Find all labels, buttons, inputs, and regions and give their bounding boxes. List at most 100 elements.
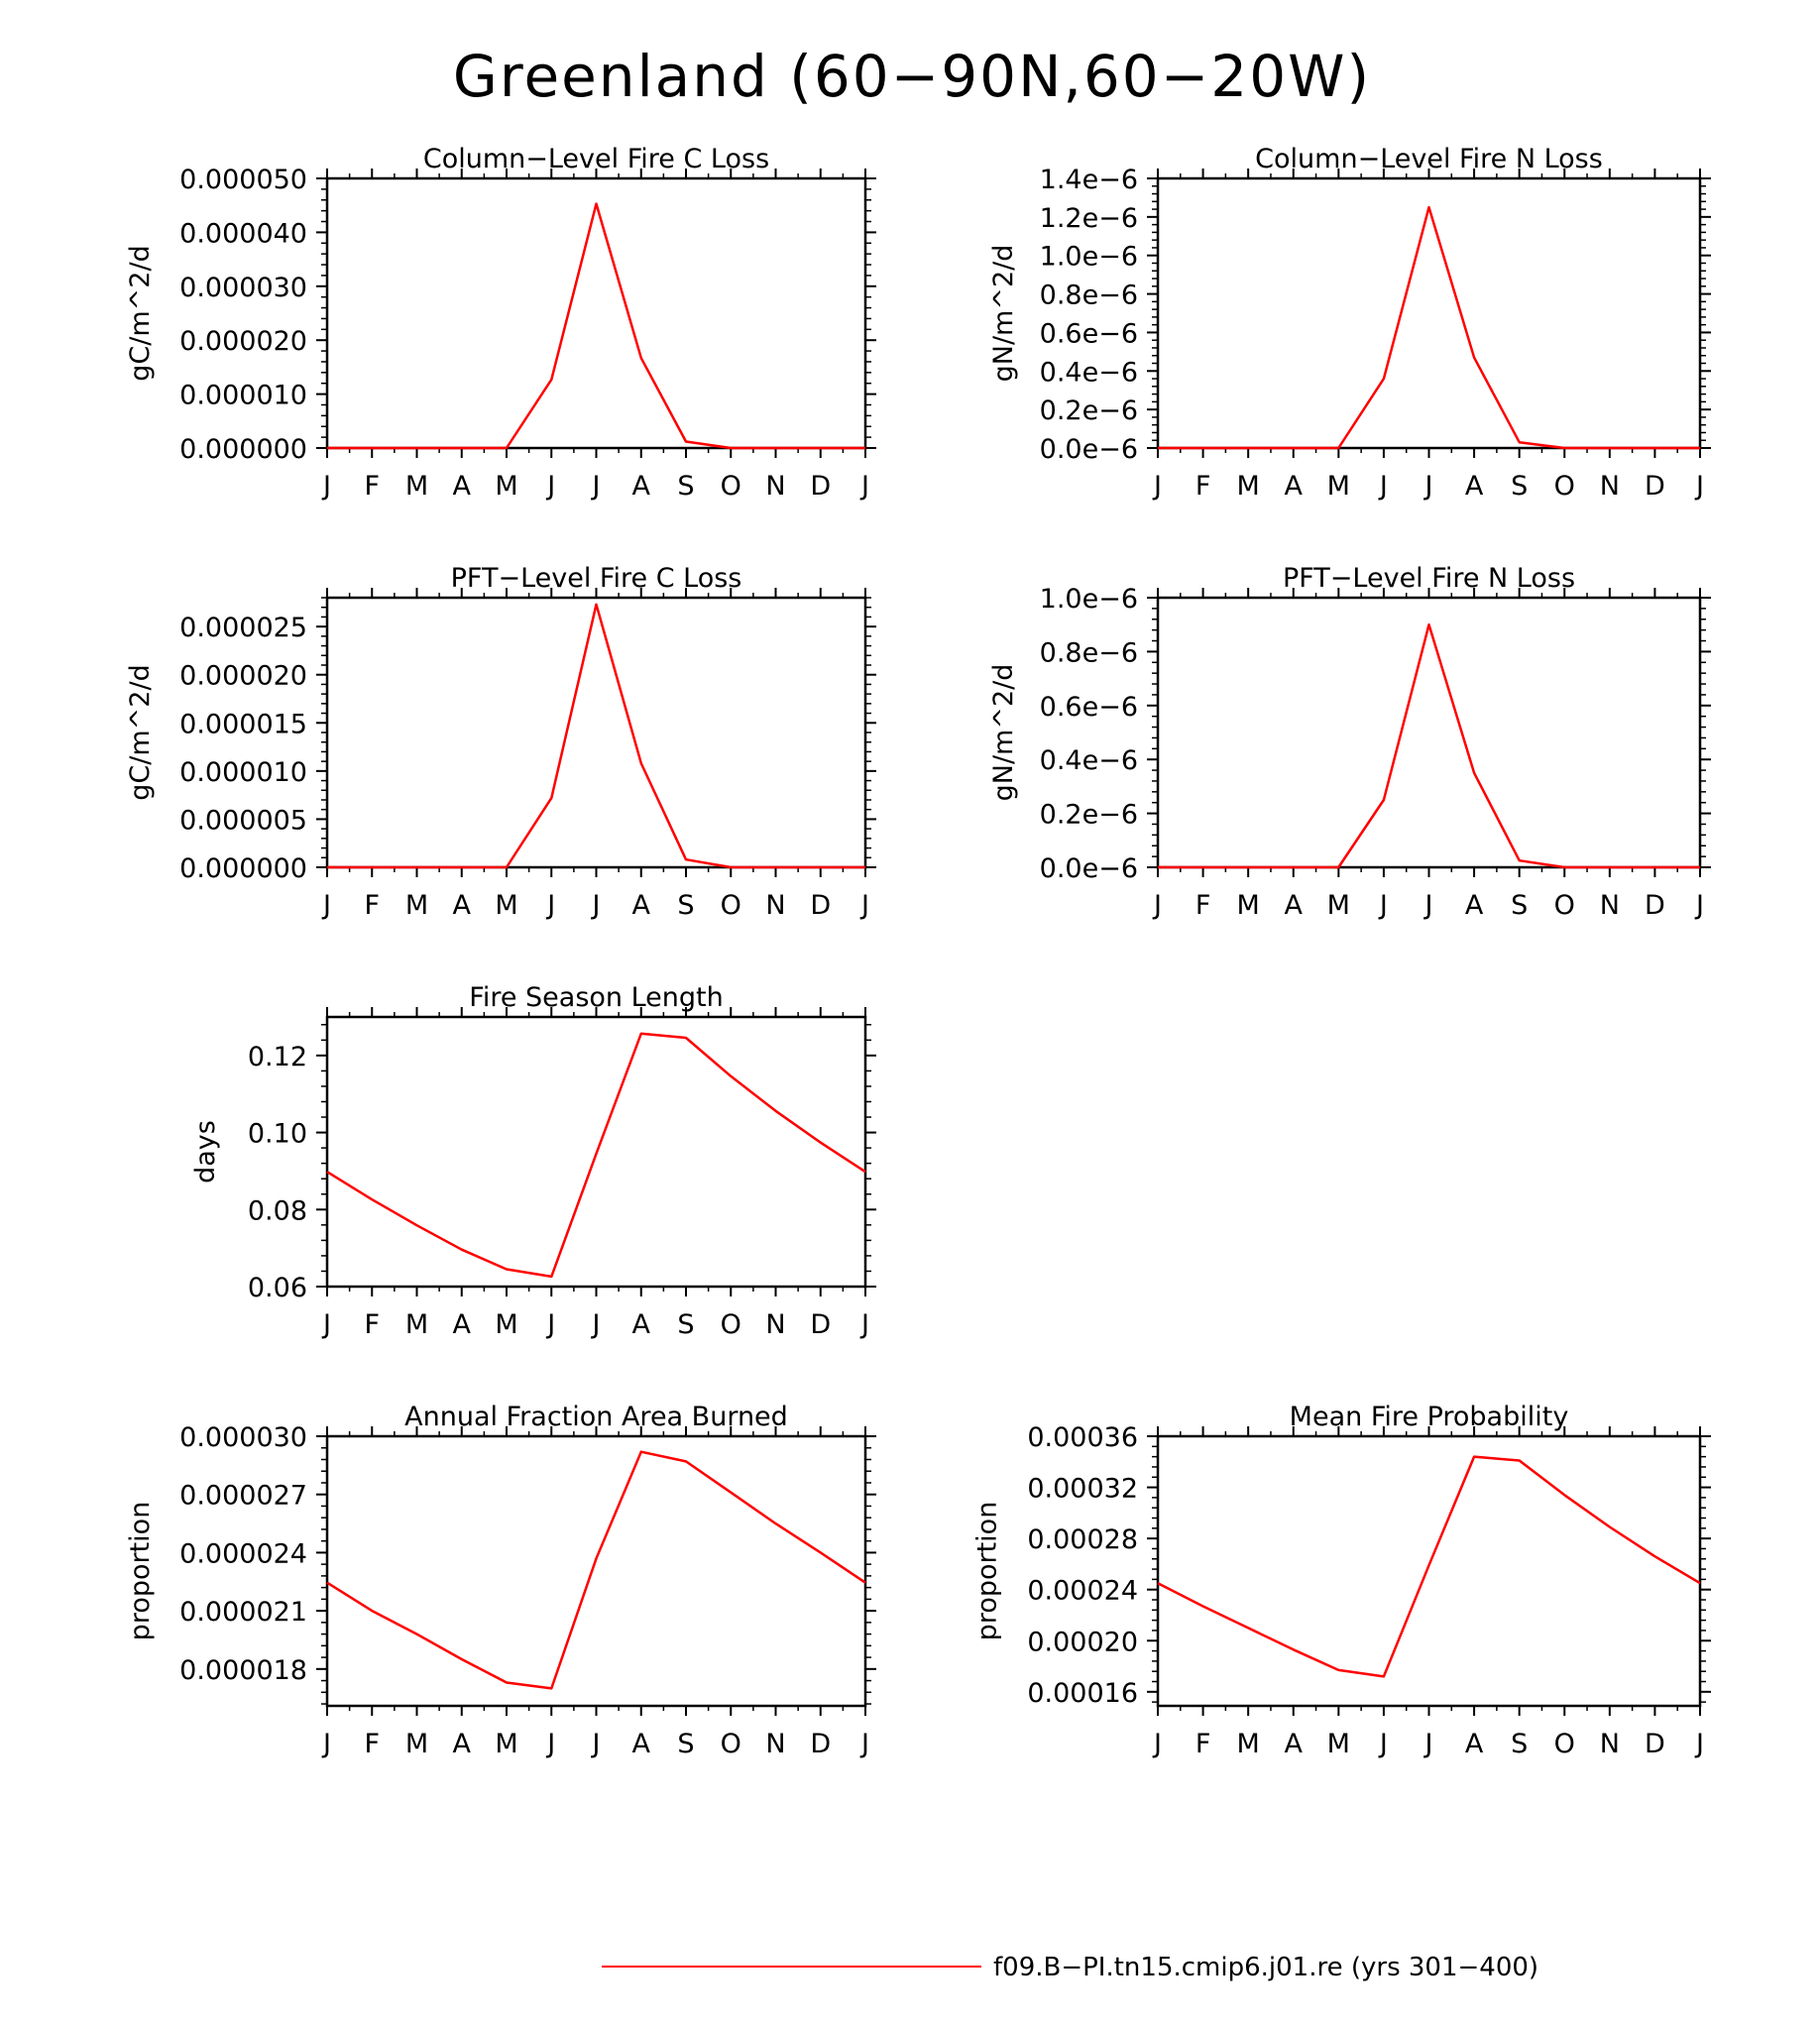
x-tick-label: F [364, 1729, 380, 1759]
x-tick-label: J [321, 471, 331, 502]
y-tick-label: 0.10 [248, 1119, 307, 1150]
x-tick-label: A [632, 471, 651, 502]
plot-frame [325, 1434, 867, 1708]
panel-col-fire-n: J F M A M J J A S O N D J0.0e−60.2e−60.4e−60.6e−60.8… [988, 144, 1711, 502]
y-tick-label: 0.000010 [179, 381, 307, 411]
panel-mean-fire-prob: J F M A M J J A S O N D J0.000160.000200.000240.0002… [972, 1402, 1711, 1759]
y-tick-label: 1.0e−6 [1040, 584, 1138, 615]
x-tick-label: M [405, 890, 428, 921]
x-tick-label: J [1378, 471, 1388, 502]
x-tick-label: N [765, 890, 785, 921]
x-tick-label: J [545, 1309, 555, 1340]
x-tick-label: J [859, 471, 869, 502]
x-tick-label: A [1465, 1729, 1484, 1759]
x-tick-label: O [721, 890, 741, 921]
legend: f09.B−PI.tn15.cmip6.j01.re (yrs 301−400) [602, 1953, 1538, 1982]
y-tick-label: 0.0e−6 [1040, 434, 1138, 465]
series-line [1158, 622, 1700, 869]
y-axis-label: gC/m^2/d [125, 664, 156, 800]
y-tick-label: 0.4e−6 [1040, 745, 1138, 776]
x-tick-label: S [677, 1309, 694, 1340]
x-tick-label: A [1465, 890, 1484, 921]
x-tick-label: S [677, 1729, 694, 1759]
x-tick-label: J [1423, 471, 1433, 502]
x-tick-label: D [1645, 1729, 1665, 1759]
x-tick-label: J [859, 1309, 869, 1340]
y-tick-label: 0.000027 [179, 1481, 307, 1512]
plot-frame [1156, 596, 1702, 869]
y-tick-label: 1.2e−6 [1040, 203, 1138, 234]
y-axis-label: proportion [125, 1502, 156, 1641]
x-tick-label: M [1237, 890, 1260, 921]
x-tick-label: D [1645, 890, 1665, 921]
legend-label: f09.B−PI.tn15.cmip6.j01.re (yrs 301−400) [993, 1953, 1538, 1982]
x-tick-label: N [1600, 890, 1620, 921]
x-tick-label: M [405, 1309, 428, 1340]
x-tick-label: A [632, 890, 651, 921]
panel-title: PFT−Level Fire C Loss [451, 563, 742, 594]
x-tick-label: N [765, 471, 785, 502]
x-tick-label: O [721, 1729, 741, 1759]
panel-title: Mean Fire Probability [1290, 1402, 1569, 1432]
x-tick-label: J [1152, 1729, 1162, 1759]
x-tick-label: J [1694, 890, 1704, 921]
x-tick-label: O [1554, 890, 1575, 921]
x-tick-label: D [810, 471, 831, 502]
x-tick-label: M [1237, 471, 1260, 502]
panel-pft-fire-c: J F M A M J J A S O N D J0.0000000.0000050.0000100.0… [125, 563, 876, 921]
x-tick-label: A [1465, 471, 1484, 502]
series-line [1157, 1455, 1701, 1678]
x-tick-label: N [765, 1309, 785, 1340]
y-tick-label: 0.00036 [1027, 1422, 1138, 1453]
y-tick-label: 0.000021 [179, 1597, 307, 1628]
x-tick-label: O [1554, 1729, 1575, 1759]
y-tick-label: 0.000050 [179, 165, 307, 195]
x-tick-label: D [810, 1729, 831, 1759]
x-tick-label: A [1285, 471, 1304, 502]
x-tick-label: F [364, 890, 380, 921]
y-tick-label: 0.6e−6 [1040, 318, 1138, 349]
x-tick-label: J [859, 890, 869, 921]
y-tick-label: 0.4e−6 [1040, 357, 1138, 388]
x-tick-label: D [1645, 471, 1665, 502]
x-tick-label: F [1195, 890, 1211, 921]
x-tick-label: A [453, 1729, 472, 1759]
panel-frac-area-burned: J F M A M J J A S O N D J0.0000180.0000210.0000240.0… [125, 1402, 876, 1759]
x-tick-label: J [545, 1729, 555, 1759]
x-tick-label: A [632, 1729, 651, 1759]
x-tick-label: A [632, 1309, 651, 1340]
y-tick-label: 0.2e−6 [1040, 800, 1138, 831]
y-tick-label: 0.00028 [1027, 1524, 1138, 1555]
y-tick-label: 0.000000 [179, 434, 307, 465]
y-axis-label: gN/m^2/d [988, 664, 1019, 802]
y-tick-label: 0.000010 [179, 757, 307, 788]
y-tick-label: 0.00020 [1027, 1627, 1138, 1657]
x-tick-label: O [721, 471, 741, 502]
series-line [326, 1032, 866, 1279]
y-tick-label: 0.00024 [1027, 1576, 1138, 1607]
panel-title: Column−Level Fire C Loss [423, 144, 769, 174]
y-axis-label: proportion [972, 1502, 1003, 1641]
x-tick-label: M [495, 1729, 517, 1759]
x-tick-label: J [1378, 890, 1388, 921]
plot-frame [325, 176, 867, 450]
x-tick-label: J [321, 1309, 331, 1340]
panel-title: Annual Fraction Area Burned [404, 1402, 788, 1432]
x-tick-label: S [1511, 1729, 1528, 1759]
x-tick-label: J [1152, 890, 1162, 921]
x-tick-label: S [1511, 890, 1528, 921]
plot-frame [1156, 176, 1702, 450]
x-tick-label: J [1378, 1729, 1388, 1759]
y-tick-label: 0.000018 [179, 1655, 307, 1686]
y-axis-label: gC/m^2/d [125, 245, 156, 381]
plot-frame [325, 596, 867, 869]
x-tick-label: J [545, 471, 555, 502]
x-tick-label: M [1327, 1729, 1350, 1759]
figure-title: Greenland (60−90N,60−20W) [453, 43, 1371, 110]
x-tick-label: M [405, 471, 428, 502]
x-tick-label: F [1195, 471, 1211, 502]
x-tick-label: D [810, 890, 831, 921]
x-tick-label: A [453, 890, 472, 921]
